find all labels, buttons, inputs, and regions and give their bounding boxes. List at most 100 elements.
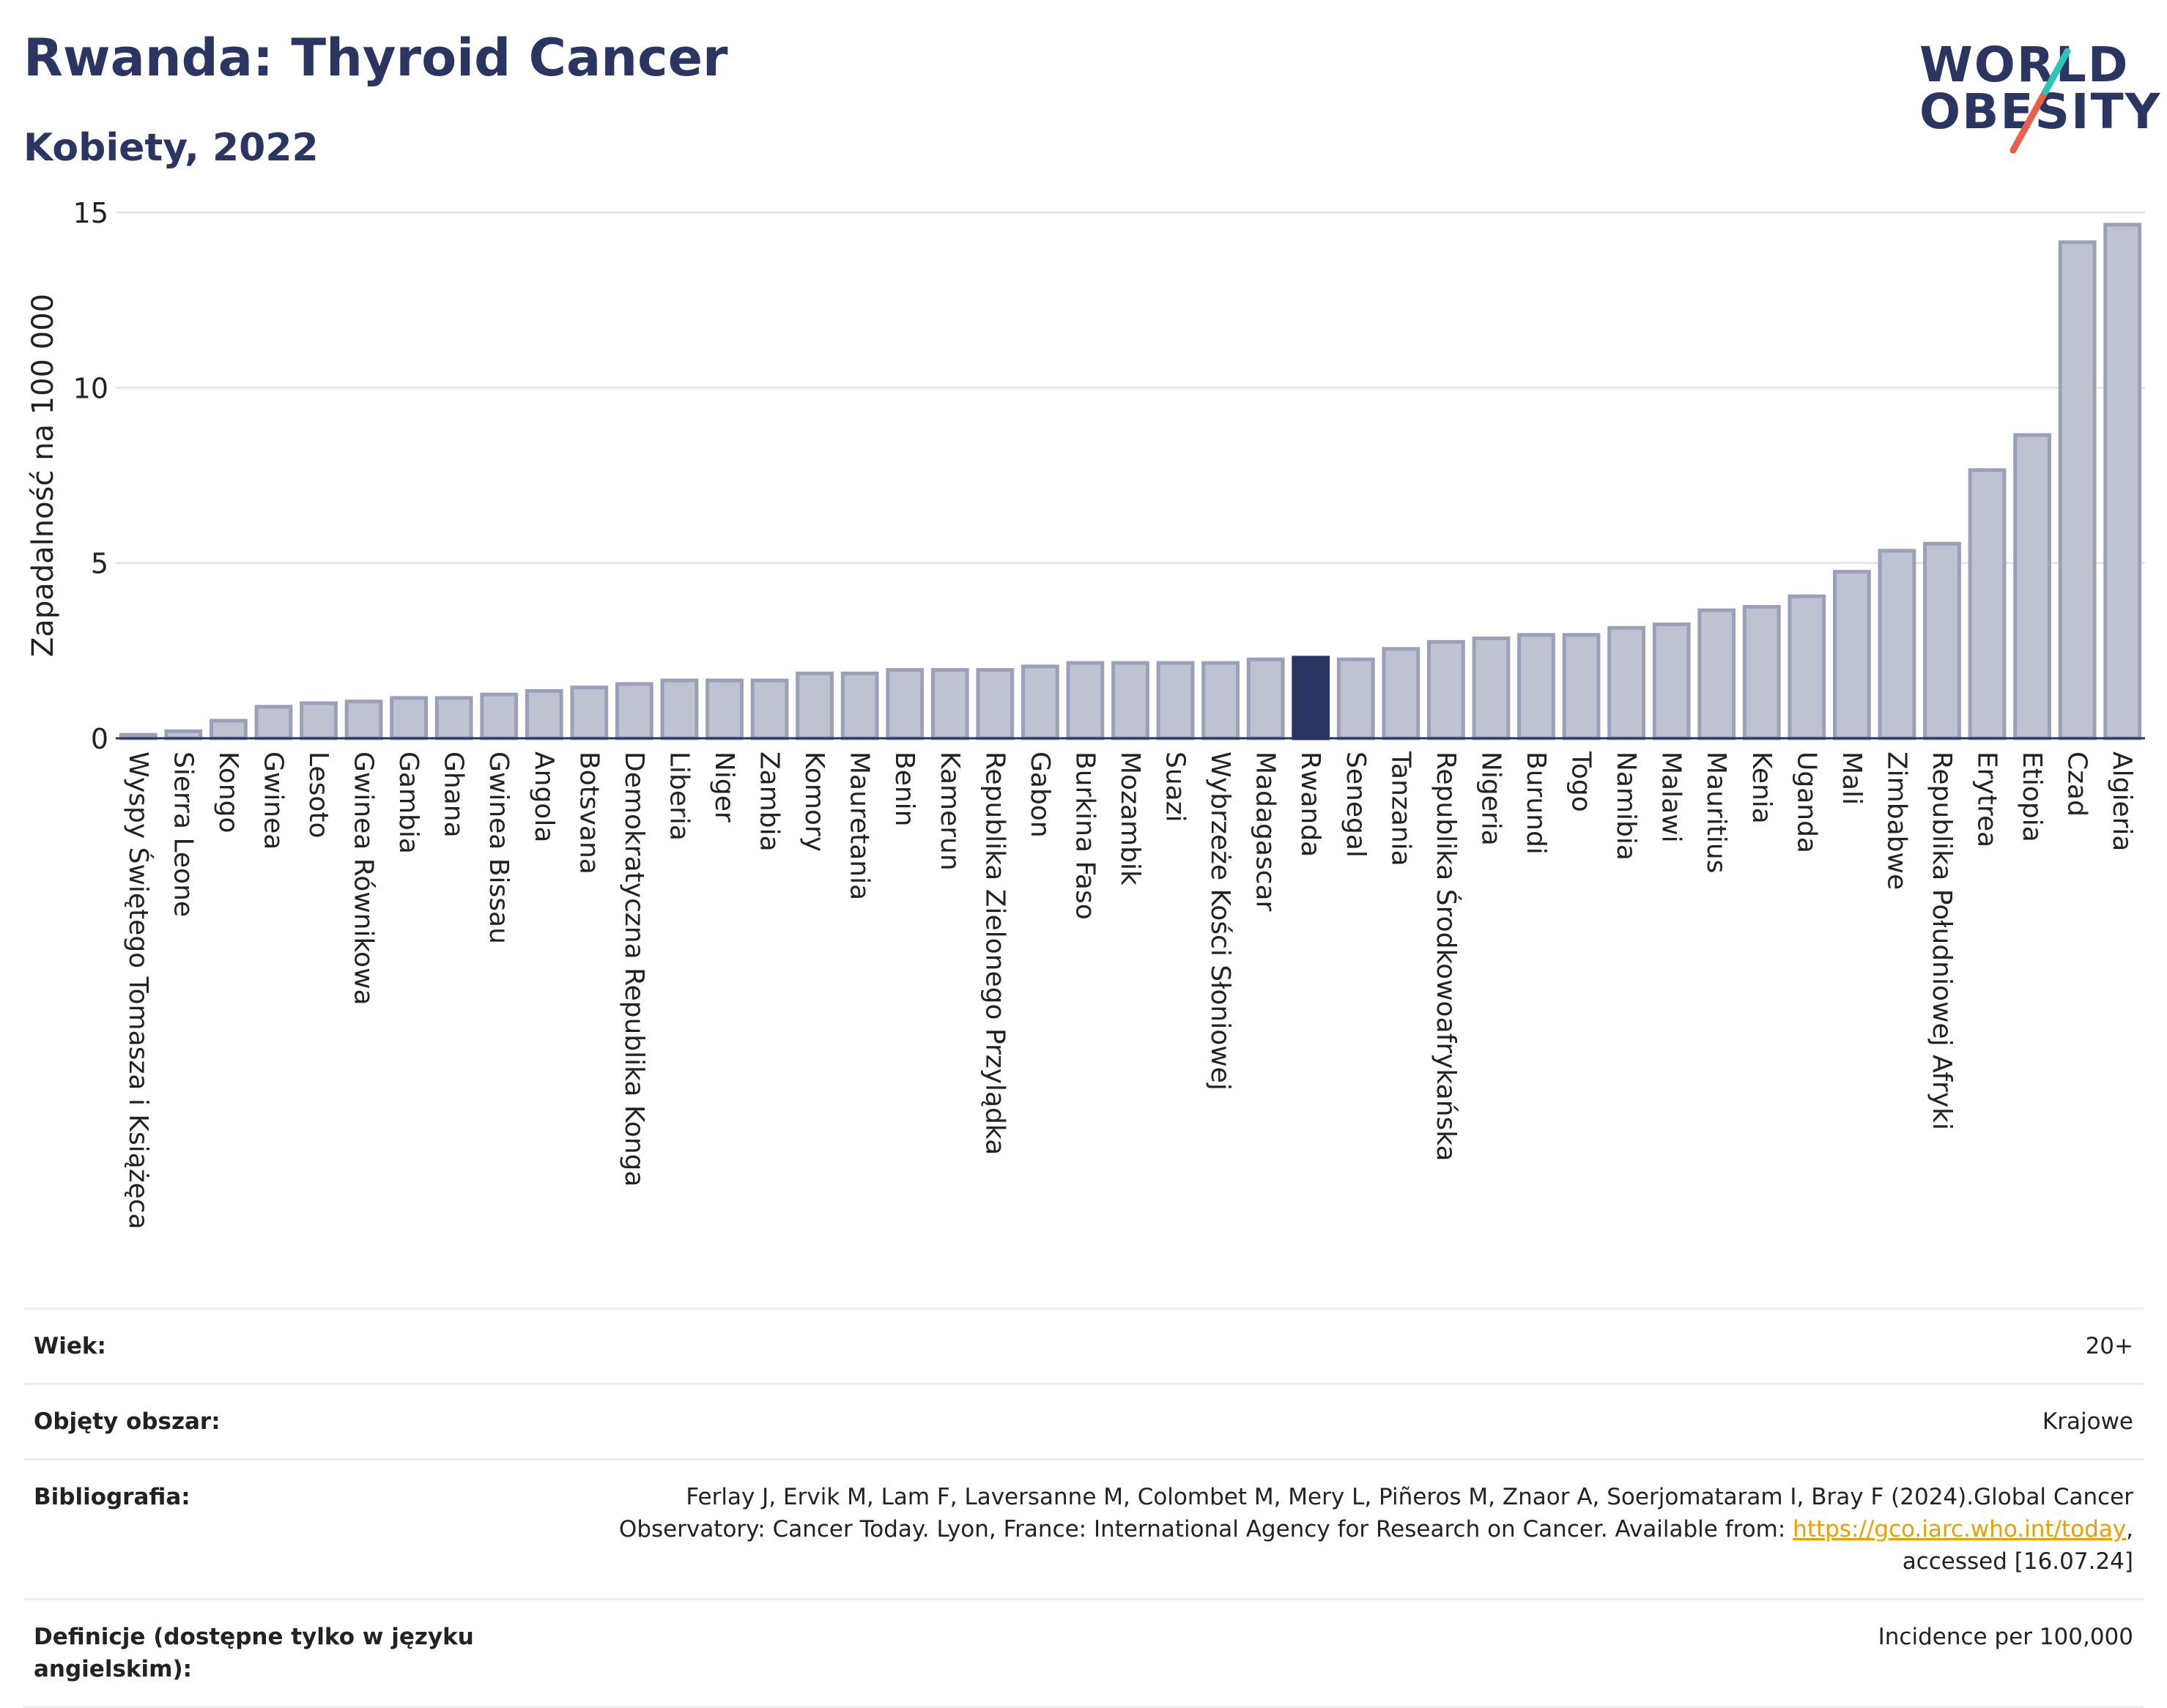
x-tick-label: Etiopia	[2017, 751, 2047, 842]
bibliography-text: Ferlay J, Ervik M, Lam F, Laversanne M, …	[618, 1484, 2133, 1542]
x-tick-label: Wybrzeże Kości Słoniowej	[1205, 751, 1235, 1091]
bar-republika-południowej-afryki	[1923, 541, 1961, 740]
x-tick-label: Demokratyczna Republika Konga	[619, 751, 649, 1187]
bar-algieria	[2103, 223, 2142, 740]
x-tick-label: Senegal	[1341, 751, 1371, 858]
x-tick-label: Czad	[2062, 751, 2092, 817]
x-tick-label: Gwinea Równikowa	[349, 751, 379, 1006]
bar-mauritius	[1697, 608, 1736, 740]
x-tick-label: Wyspy Świętego Tomasza i Książęca	[123, 751, 154, 1230]
bar-tanzania	[1382, 647, 1420, 740]
bar-rwanda	[1292, 656, 1330, 740]
bar-lesoto	[300, 701, 338, 740]
x-tick-label: Liberia	[664, 751, 694, 841]
bar-mozambik	[1111, 661, 1149, 740]
bar-kenia	[1742, 605, 1781, 740]
x-tick-label: Angola	[529, 751, 559, 842]
x-tick-label: Suazi	[1160, 751, 1190, 823]
bar-mauretania	[840, 671, 879, 740]
bar-republika-środkowoafrykańska	[1426, 639, 1465, 740]
x-tick-label: Burundi	[1521, 751, 1551, 855]
bar-gwinea-bissau	[480, 692, 519, 740]
y-tick-label: 10	[73, 372, 108, 404]
meta-value: Incidence per 100,000	[1878, 1624, 2133, 1650]
bar-gabon	[1020, 664, 1059, 740]
x-tick-label: Tanzania	[1385, 751, 1415, 866]
bar-komory	[796, 671, 834, 740]
bar-gwinea-równikowa	[344, 699, 383, 740]
bar-zambia	[750, 678, 789, 740]
x-tick-label: Mauretania	[845, 751, 875, 900]
x-tick-label: Republika Środkowoafrykańska	[1431, 751, 1462, 1162]
bar-chart: 0 5 10 15 Zapadalność na 100 000 Wyspy Święte…	[26, 197, 2145, 1230]
x-tick-label: Republika Zielonego Przylądka	[979, 751, 1010, 1155]
x-tick-label: Ghana	[439, 751, 469, 838]
logo-line-2: OBESITY	[1919, 83, 2162, 140]
bar-malawi	[1652, 622, 1691, 740]
x-tick-label: Gambia	[393, 751, 423, 854]
x-tick-label: Burkina Faso	[1070, 751, 1100, 920]
logo-line-1: WORLD	[1919, 37, 2130, 93]
bibliography-suffix: , accessed [16.07.24]	[1902, 1516, 2133, 1575]
x-tick-label: Togo	[1566, 751, 1596, 812]
x-tick-label: Algieria	[2107, 751, 2137, 852]
y-axis-label: Zapadalność na 100 000	[26, 294, 60, 657]
bar-kongo	[209, 719, 248, 740]
bar-wybrzeże-kości-słoniowej	[1201, 661, 1240, 740]
bar-botsvana	[570, 686, 609, 740]
x-tick-label: Zambia	[755, 751, 785, 852]
bar-gwinea	[254, 705, 293, 740]
bar-czad	[2058, 240, 2097, 740]
bar-senegal	[1336, 657, 1375, 740]
page-subtitle: Kobiety, 2022	[23, 126, 319, 170]
meta-label: Objęty obszar:	[34, 1408, 221, 1435]
meta-row-coverage: Objęty obszar: Krajowe	[23, 1383, 2144, 1458]
x-tick-label: Lesoto	[303, 751, 333, 839]
x-tick-label: Nigeria	[1475, 751, 1505, 846]
bar-kamerun	[930, 668, 969, 740]
x-tick-label: Komory	[799, 751, 829, 852]
meta-row-age: Wiek: 20+	[23, 1307, 2144, 1383]
x-tick-label: Kenia	[1746, 751, 1777, 824]
x-tick-label: Erytrea	[1972, 751, 2002, 847]
meta-label: Wiek:	[34, 1333, 106, 1359]
y-tick-label: 0	[91, 723, 108, 755]
world-obesity-logo: WORLD OBESITY	[1905, 22, 2160, 154]
source-link[interactable]: https://gco.iarc.who.int/today	[1793, 1516, 2127, 1542]
bar-liberia	[660, 678, 699, 740]
x-tick-label: Uganda	[1791, 751, 1821, 853]
bar-mali	[1832, 570, 1871, 740]
page-title: Rwanda: Thyroid Cancer	[23, 28, 728, 88]
meta-row-bibliography: Bibliografia: Ferlay J, Ervik M, Lam F, …	[23, 1458, 2144, 1598]
bar-burundi	[1517, 633, 1555, 740]
bar-niger	[705, 678, 744, 740]
x-tick-label: Gabon	[1025, 751, 1055, 838]
meta-value-bibliography: Ferlay J, Ervik M, Lam F, Laversanne M, …	[548, 1460, 2144, 1598]
x-tick-label: Gwinea Bissau	[484, 751, 514, 944]
bar-uganda	[1788, 594, 1826, 740]
x-tick-label: Niger	[709, 751, 739, 823]
x-tick-label: Mali	[1837, 751, 1867, 805]
bar-angola	[525, 688, 563, 740]
meta-label: Bibliografia:	[34, 1484, 190, 1510]
x-tick-label: Botsvana	[574, 751, 604, 875]
bar-nigeria	[1472, 636, 1511, 740]
x-tick-label: Republika Południowej Afryki	[1927, 751, 1957, 1130]
meta-value: Krajowe	[2042, 1408, 2133, 1435]
x-tick-label: Namibia	[1611, 751, 1641, 861]
bar-gambia	[390, 696, 429, 740]
y-tick-label: 5	[91, 548, 108, 580]
bar-zimbabwe	[1878, 549, 1916, 740]
x-tick-label: Mozambik	[1115, 751, 1145, 885]
x-tick-label: Rwanda	[1295, 751, 1325, 857]
x-tick-label: Kongo	[213, 751, 243, 833]
x-tick-label: Sierra Leone	[168, 751, 198, 917]
bar-republika-zielonego-przylądka	[976, 668, 1015, 740]
logo-slash-icon	[2009, 48, 2071, 154]
bar-burkina-faso	[1066, 661, 1105, 740]
meta-label: Definicje (dostępne tylko w języku angie…	[34, 1624, 474, 1682]
bar-suazi	[1156, 661, 1195, 740]
x-tick-label: Benin	[889, 751, 919, 826]
x-tick-label: Madagascar	[1251, 751, 1281, 912]
bar-ghana	[434, 696, 473, 740]
